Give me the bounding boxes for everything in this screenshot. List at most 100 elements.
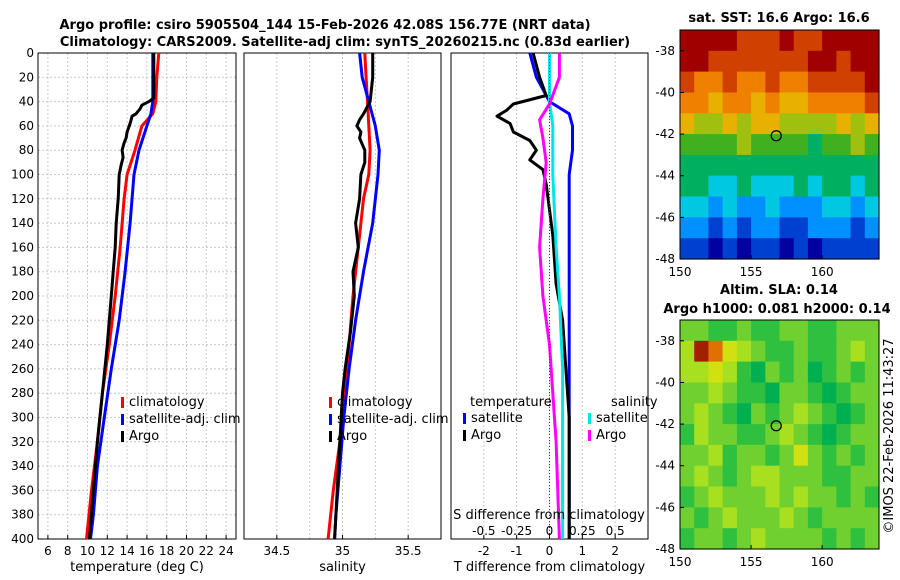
legend-swatch <box>121 397 124 408</box>
map-cell <box>779 92 795 114</box>
x-tick-label: 155 <box>740 555 763 569</box>
map-cell <box>836 403 852 425</box>
map-cell <box>751 403 766 425</box>
y-tick-label: 140 <box>11 216 34 230</box>
map-cell <box>736 113 752 135</box>
map-cell <box>751 217 766 239</box>
map-cell <box>765 196 781 218</box>
map-cell <box>722 92 738 114</box>
map-cell <box>807 134 823 156</box>
map-cell <box>836 424 852 446</box>
map-cell <box>864 444 880 467</box>
map-cell <box>708 424 724 446</box>
map-cell <box>836 465 852 488</box>
map-cell <box>722 134 738 156</box>
x-tick-label: 20 <box>179 544 194 558</box>
series-line-satellite-adj-clim <box>333 52 381 540</box>
map-cell <box>680 92 695 114</box>
map-cell <box>708 444 724 467</box>
map-cell <box>864 528 880 550</box>
y-tick-label: 0 <box>26 46 34 60</box>
legend-swatch <box>588 413 591 424</box>
map-cell <box>694 507 709 529</box>
map-cell <box>793 444 809 467</box>
map-cell <box>850 92 866 114</box>
map-cell <box>836 217 852 239</box>
map-cell <box>765 71 781 93</box>
map-cell <box>850 154 866 177</box>
map-cell <box>864 403 880 425</box>
map-cell <box>708 382 724 404</box>
y-tick-label: -44 <box>655 459 675 473</box>
map-cell <box>779 238 795 260</box>
legend-swatch <box>329 431 332 442</box>
x-tick-label: 34.5 <box>263 544 290 558</box>
x-tick-label: 10 <box>80 544 95 558</box>
map-cell <box>807 424 823 446</box>
map-frame <box>679 319 880 550</box>
map-cell <box>708 507 724 529</box>
map-cell <box>807 340 823 363</box>
map-cell <box>779 217 795 239</box>
y-tick-label: 300 <box>11 411 34 425</box>
map-cell <box>694 217 709 239</box>
map-cell <box>850 217 866 239</box>
map-cell <box>836 196 852 218</box>
map-cell <box>807 361 823 383</box>
map-cell <box>751 528 766 550</box>
map-cell <box>779 196 795 218</box>
y-tick-label: 180 <box>11 265 34 279</box>
map-cell <box>836 175 852 198</box>
series-line-argo <box>88 53 156 540</box>
map-cell <box>793 196 809 218</box>
map-cell <box>850 424 866 446</box>
map-cell <box>751 486 766 508</box>
x-tick-label: 155 <box>740 265 763 279</box>
map-cell <box>864 340 880 363</box>
map-cell <box>680 444 695 467</box>
x-tick-label: -1 <box>511 544 523 558</box>
map-cell <box>864 50 880 73</box>
y-tick-label: -38 <box>655 44 675 58</box>
map-cell <box>694 134 709 156</box>
map-cell <box>807 382 823 404</box>
map-cell <box>793 403 809 425</box>
x-tick-label: 0 <box>546 544 554 558</box>
map-cell <box>722 403 738 425</box>
map-cell <box>722 113 738 135</box>
map-cell <box>708 50 724 73</box>
map-cell <box>722 528 738 550</box>
copyright-text: ©IMOS 22-Feb-2026 11:43:27 <box>882 338 897 533</box>
map-cell <box>736 196 752 218</box>
map-cell <box>793 154 809 177</box>
y-tick-label: 200 <box>11 289 34 303</box>
y-tick-label: -38 <box>655 334 675 348</box>
map-cell <box>694 403 709 425</box>
legend-label: climatology <box>337 395 413 410</box>
map-cell <box>850 134 866 156</box>
map-cell <box>822 196 837 218</box>
map-cell <box>680 340 695 363</box>
map-cell <box>850 238 866 260</box>
map-cell <box>850 113 866 135</box>
map-cell <box>779 444 795 467</box>
s-tick-label: -0.25 <box>501 524 532 538</box>
x-tick-label: 18 <box>159 544 174 558</box>
x-tick-label: 22 <box>199 544 214 558</box>
map-cell <box>722 50 738 73</box>
series-line-t-argo <box>495 52 571 539</box>
map-cell <box>779 361 795 383</box>
map-cell <box>822 134 837 156</box>
map-cell <box>708 217 724 239</box>
legend-label: satellite-adj. clim <box>337 412 449 427</box>
map-cell <box>864 465 880 488</box>
map-cell <box>722 217 738 239</box>
map-cell <box>779 424 795 446</box>
map-cell <box>864 134 880 156</box>
map-cell <box>793 92 809 114</box>
y-tick-label: 360 <box>11 483 34 497</box>
map-cell <box>765 403 781 425</box>
map-cell <box>722 507 738 529</box>
map-cell <box>694 320 709 342</box>
map-cell <box>680 382 695 404</box>
